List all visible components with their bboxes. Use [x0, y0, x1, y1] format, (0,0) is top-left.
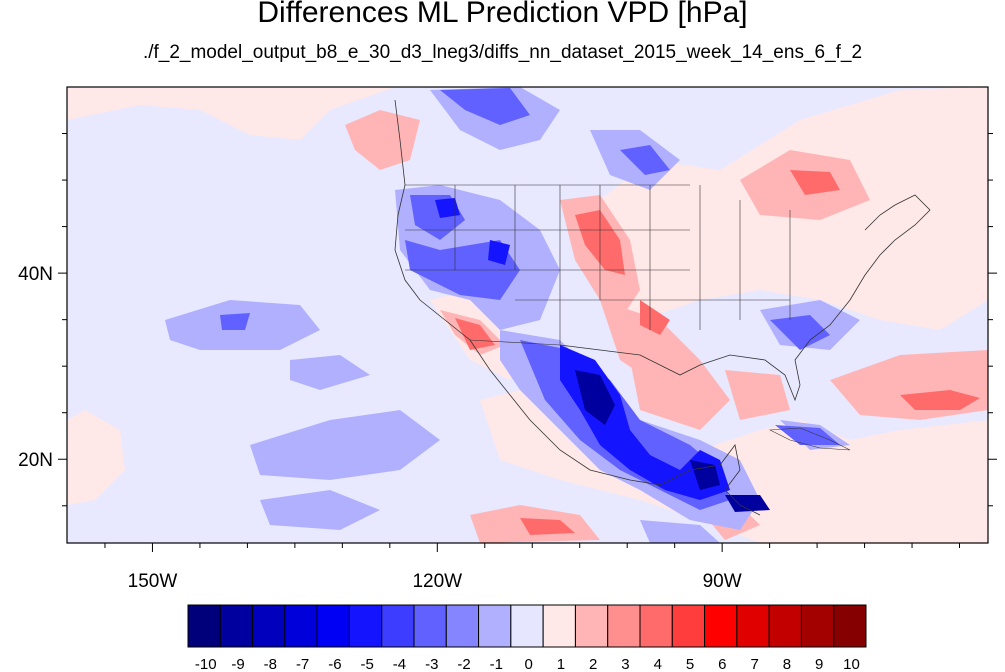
colorbar-label: 8 — [783, 656, 791, 672]
colorbar-label: 9 — [815, 656, 823, 672]
x-tick-label: 90W — [703, 571, 742, 592]
colorbar-box — [704, 604, 738, 648]
colorbar-label: -9 — [231, 656, 244, 672]
colorbar-label: -4 — [393, 656, 406, 672]
colorbar-box — [510, 604, 544, 648]
colorbar-boxes — [187, 604, 867, 648]
colorbar-box — [413, 604, 447, 648]
colorbar-box — [348, 604, 383, 648]
colorbar-box — [639, 604, 673, 648]
colorbar-label: -1 — [490, 656, 503, 672]
contour-field — [67, 87, 988, 543]
colorbar-box — [800, 604, 835, 648]
colorbar-label: 2 — [589, 656, 597, 672]
colorbar-label: 10 — [843, 656, 860, 672]
colorbar-labels: -10 -9 -8 -7 -6 -5 -4 -3 -2 -1 0 1 2 3 4 5 6 7 8 9 10 — [195, 656, 860, 672]
y-tick-label: 40N — [18, 264, 53, 285]
colorbar-label: 7 — [750, 656, 758, 672]
colorbar-box — [768, 604, 802, 648]
colorbar-box — [736, 604, 770, 648]
colorbar-label: -7 — [296, 656, 309, 672]
coastline — [394, 99, 931, 516]
colorbar-label: -6 — [328, 656, 341, 672]
colorbar-label: 0 — [524, 656, 532, 672]
colorbar-label: 5 — [686, 656, 694, 672]
colorbar-box — [478, 604, 512, 648]
colorbar-label: -5 — [361, 656, 374, 672]
colorbar-label: -10 — [195, 656, 217, 672]
colorbar-box — [445, 604, 480, 648]
axis-ticks: 150W 120W 90W 40N 20N — [18, 133, 997, 592]
colorbar-box — [574, 604, 609, 648]
colorbar-box — [833, 604, 867, 648]
colorbar-box — [607, 604, 641, 648]
colorbar-label: 4 — [654, 656, 662, 672]
colorbar-box — [542, 604, 576, 648]
colorbar-box — [219, 604, 254, 648]
negative-core-regions — [575, 370, 770, 512]
y-tick-label: 20N — [18, 450, 53, 471]
colorbar-label: -3 — [425, 656, 438, 672]
x-tick-label: 120W — [412, 571, 462, 592]
borders — [405, 184, 791, 346]
map-subtitle: ./f_2_model_output_b8_e_30_d3_lneg3/diff… — [142, 42, 863, 63]
colorbar-label: 3 — [621, 656, 629, 672]
colorbar-label: -8 — [264, 656, 277, 672]
colorbar-label: 1 — [557, 656, 565, 672]
colorbar-label: -2 — [457, 656, 470, 672]
colorbar-box — [187, 604, 221, 648]
colorbar-label: 6 — [718, 656, 726, 672]
map-title: Differences ML Prediction VPD [hPa] — [257, 0, 748, 29]
colorbar-box — [671, 604, 706, 648]
cuba-outline — [768, 427, 851, 451]
x-tick-label: 150W — [128, 571, 178, 592]
colorbar-box — [316, 604, 350, 648]
plot-frame — [66, 86, 989, 544]
colorbar-box — [381, 604, 415, 648]
colorbar-box — [252, 604, 286, 648]
colorbar-box — [284, 604, 318, 648]
